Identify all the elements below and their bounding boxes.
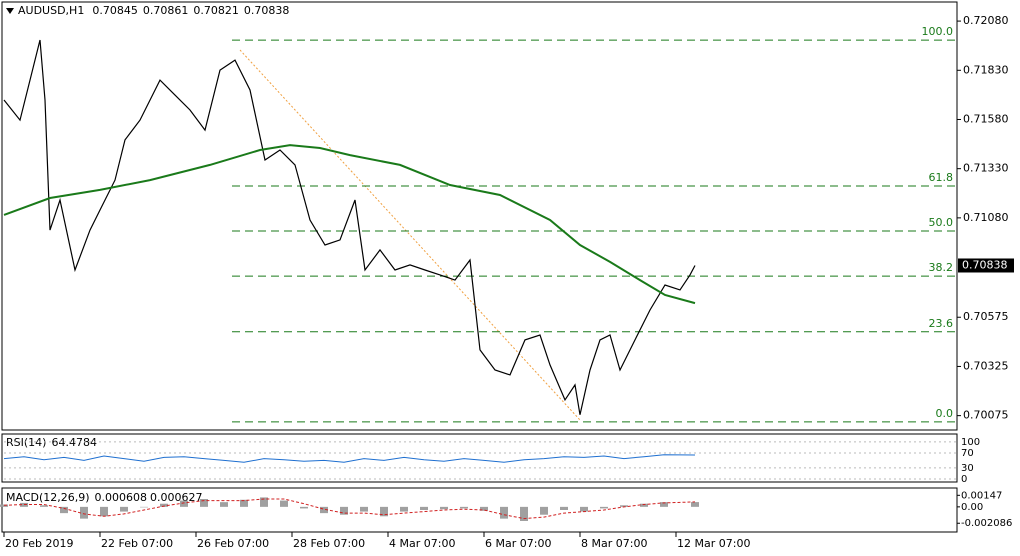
macd-bar xyxy=(120,506,128,512)
rsi-tick-label: 30 xyxy=(961,463,974,474)
macd-bar xyxy=(280,500,288,507)
macd-bar xyxy=(500,506,508,519)
macd-tick-label: 0.00147 xyxy=(961,490,1002,501)
macd-bar xyxy=(460,506,468,509)
macd-bar xyxy=(520,506,528,521)
y-tick-label: 0.70075 xyxy=(963,409,1009,422)
main-panel xyxy=(1,1,958,431)
macd-bar xyxy=(580,506,588,512)
macd-bar xyxy=(400,506,408,512)
rsi-panel xyxy=(1,433,958,483)
x-tick-label: 20 Feb 2019 xyxy=(5,537,73,550)
rsi-tick-label: 100 xyxy=(961,437,980,448)
rsi-current: 64.4784 xyxy=(51,436,97,449)
fib-label: 100.0 xyxy=(922,25,954,38)
x-tick-label: 4 Mar 07:00 xyxy=(389,537,455,550)
y-tick-label: 0.71830 xyxy=(963,63,1009,76)
y-tick-label: 0.70325 xyxy=(963,359,1009,372)
x-tick-label: 22 Feb 07:00 xyxy=(101,537,173,550)
y-tick-label: 0.71080 xyxy=(963,211,1009,224)
fib-label: 38.2 xyxy=(929,261,954,274)
open: 0.70845 xyxy=(92,4,138,17)
x-tick-label: 12 Mar 07:00 xyxy=(677,537,750,550)
x-tick-label: 28 Feb 07:00 xyxy=(293,537,365,550)
macd-bar xyxy=(40,505,48,507)
macd-bar xyxy=(140,506,148,508)
rsi-name: RSI(14) xyxy=(6,436,46,449)
rsi-tick-label: 0 xyxy=(961,474,967,485)
macd-name: MACD(12,26,9) xyxy=(6,491,90,504)
macd-bar xyxy=(420,506,428,510)
macd-bar xyxy=(100,506,108,517)
high: 0.70861 xyxy=(143,4,189,17)
chart-header: AUDUSD,H1 0.70845 0.70861 0.70821 0.70838 xyxy=(18,4,289,17)
macd-bar xyxy=(660,502,668,507)
y-tick-label: 0.72080 xyxy=(963,14,1009,27)
macd-bar xyxy=(691,502,699,507)
macd-bar xyxy=(540,506,548,515)
macd-bar xyxy=(560,506,568,510)
y-tick-label: 0.70575 xyxy=(963,310,1009,323)
symbol: AUDUSD,H1 xyxy=(18,4,84,17)
macd-bar xyxy=(80,506,88,519)
rsi-line xyxy=(3,454,696,463)
macd-signal-current: 0.000627 xyxy=(150,491,203,504)
macd-current: 0.000608 xyxy=(95,491,148,504)
x-tick-label: 26 Feb 07:00 xyxy=(197,537,269,550)
macd-bar xyxy=(380,506,388,517)
macd-bar xyxy=(340,506,348,515)
macd-bar xyxy=(260,497,268,507)
close: 0.70838 xyxy=(244,4,290,17)
rsi-tick-label: 70 xyxy=(961,448,974,459)
macd-bar xyxy=(320,506,328,514)
macd-bar xyxy=(0,504,8,507)
macd-bar xyxy=(360,506,368,512)
macd-bar xyxy=(620,505,628,507)
macd-header: MACD(12,26,9) 0.000608 0.000627 xyxy=(6,491,203,504)
fib-label: 50.0 xyxy=(929,216,954,229)
y-tick-label: 0.71580 xyxy=(963,112,1009,125)
fib-label: 23.6 xyxy=(929,317,954,330)
rsi-header: RSI(14) 64.4784 xyxy=(6,436,97,449)
y-tick-label: 0.71330 xyxy=(963,162,1009,175)
macd-bar xyxy=(240,499,248,507)
x-tick-label: 6 Mar 07:00 xyxy=(485,537,551,550)
macd-bar xyxy=(600,506,608,509)
macd-bar xyxy=(180,500,188,507)
macd-bar xyxy=(220,502,228,507)
macd-tick-label: 0.00 xyxy=(961,502,983,513)
menu-arrow xyxy=(6,8,14,14)
x-tick-label: 8 Mar 07:00 xyxy=(581,537,647,550)
price-line xyxy=(3,39,696,415)
macd-bar xyxy=(440,506,448,510)
macd-bar xyxy=(640,503,648,507)
fib-label: 0.0 xyxy=(936,407,954,420)
moving-average xyxy=(3,144,696,305)
macd-bar xyxy=(200,499,208,507)
macd-bar xyxy=(480,506,488,511)
macd-signal xyxy=(3,498,696,520)
macd-bar xyxy=(300,506,308,509)
macd-panel xyxy=(1,487,958,533)
low: 0.70821 xyxy=(193,4,239,17)
macd-bar xyxy=(160,503,168,507)
current-price: 0.70838 xyxy=(962,258,1008,271)
price-label-box xyxy=(958,258,1014,273)
macd-tick-label: -0.002086 xyxy=(961,518,1012,529)
fib-label: 61.8 xyxy=(929,171,954,184)
macd-bar xyxy=(60,506,68,514)
